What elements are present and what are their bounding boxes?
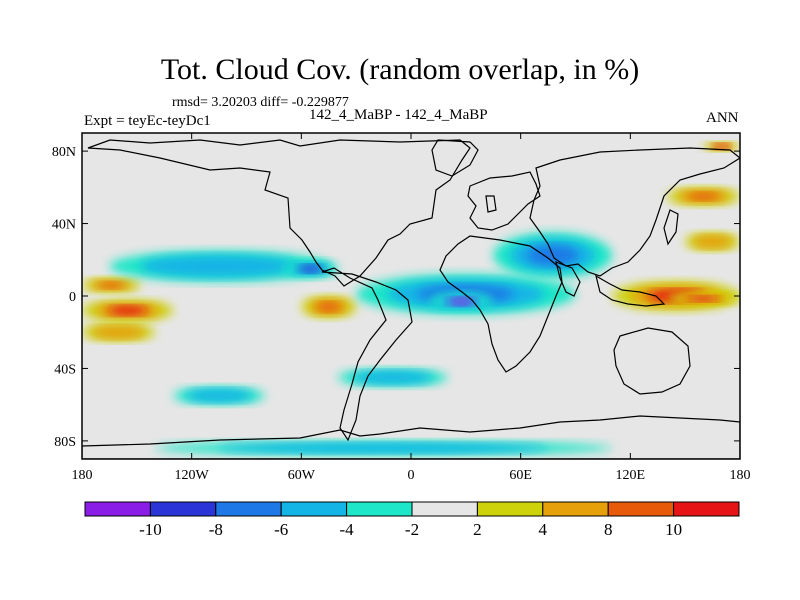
anomaly-africa-core-negative-2 — [447, 297, 476, 306]
colorbar-swatch — [411, 501, 478, 517]
coast-se-asia — [595, 274, 666, 307]
y-tick-label: 0 — [69, 290, 76, 305]
coast-greenland — [431, 139, 479, 177]
colorbar-label: 4 — [539, 520, 548, 539]
x-tick-label: 180 — [72, 468, 93, 483]
colorbar-label: -6 — [274, 520, 288, 539]
colorbar-swatch — [149, 501, 217, 517]
anomaly-southern-ocean-negative-2-1 — [353, 370, 433, 385]
season-label: ANN — [706, 110, 739, 126]
coast-europe — [467, 171, 541, 231]
anomaly-east-pacific-positive-2 — [687, 295, 720, 302]
y-tick-label: 80N — [52, 145, 76, 160]
colorbar: -10 -8 -6 -4 -2 2 4 8 10 — [84, 501, 740, 539]
x-tick-label: 120W — [175, 468, 210, 483]
colorbar-label: -10 — [139, 520, 162, 539]
anomaly-central-america-negative-2 — [298, 264, 323, 273]
cloud-anomaly-fields — [82, 142, 740, 456]
colorbar-label: -8 — [209, 520, 223, 539]
coast-australia — [613, 327, 691, 395]
chart-title: Tot. Cloud Cov. (random overlap, in %) — [160, 53, 640, 86]
y-tick-label: 40N — [52, 218, 76, 233]
anomaly-nh-tropical-negative-band-1 — [140, 255, 299, 278]
experiment-label: Expt = teyEc-teyDc1 — [84, 113, 211, 129]
colorbar-swatch — [476, 501, 544, 517]
anomaly-equatorial-north-pacific-positive-2 — [98, 281, 125, 289]
coast-asia — [529, 147, 740, 277]
anomaly-south-america-positive-2 — [316, 302, 341, 312]
case-label: 142_4_MaBP - 142_4_MaBP — [309, 107, 488, 123]
x-tick-label: 180 — [730, 468, 751, 483]
colorbar-swatch — [607, 501, 675, 517]
colorbar-label: -4 — [340, 520, 355, 539]
colorbar-label: 10 — [665, 520, 682, 539]
coast-india — [555, 261, 581, 297]
x-tick-label: 60E — [509, 468, 532, 483]
colorbar-swatch — [280, 501, 348, 517]
x-tick-label: 60W — [288, 468, 316, 483]
anomaly-southern-ocean-negative-1 — [186, 389, 252, 403]
y-tick-label: 80S — [54, 435, 76, 450]
coast-uk — [485, 195, 497, 213]
x-tick-label: 0 — [408, 468, 415, 483]
colorbar-swatch — [215, 501, 282, 517]
y-axis: 80N 40N 0 40S 80S — [52, 145, 740, 450]
colorbar-swatch — [542, 501, 609, 517]
colorbar-swatch — [346, 501, 413, 517]
stats-line: rmsd= 3.20203 diff= -0.229877 — [172, 95, 349, 110]
colorbar-label: 2 — [473, 520, 482, 539]
x-axis: 180 120W 60W 0 60E 120E 180 — [72, 133, 751, 483]
anomaly-equatorial-west-pacific-positive-2 — [107, 305, 148, 316]
colorbar-swatch — [84, 501, 151, 517]
anomaly-south-pacific-band-1 — [92, 325, 145, 339]
coast-north-america — [87, 139, 471, 287]
coastlines — [82, 139, 740, 459]
anomaly-antarctic-negative-1 — [219, 442, 549, 454]
colorbar-label: -2 — [405, 520, 419, 539]
x-tick-label: 120E — [616, 468, 646, 483]
anomaly-north-pacific-band-1 — [692, 235, 733, 249]
anomaly-arctic-positive-2 — [713, 143, 730, 150]
coast-africa — [439, 235, 563, 373]
coast-japan — [663, 209, 679, 246]
y-tick-label: 40S — [54, 362, 76, 377]
coast-south-america — [321, 267, 413, 442]
coast-antarctica — [82, 415, 740, 459]
anomaly-north-pacific-positive-2 — [687, 192, 720, 201]
colorbar-swatch — [673, 501, 740, 517]
colorbar-label: 8 — [604, 520, 613, 539]
